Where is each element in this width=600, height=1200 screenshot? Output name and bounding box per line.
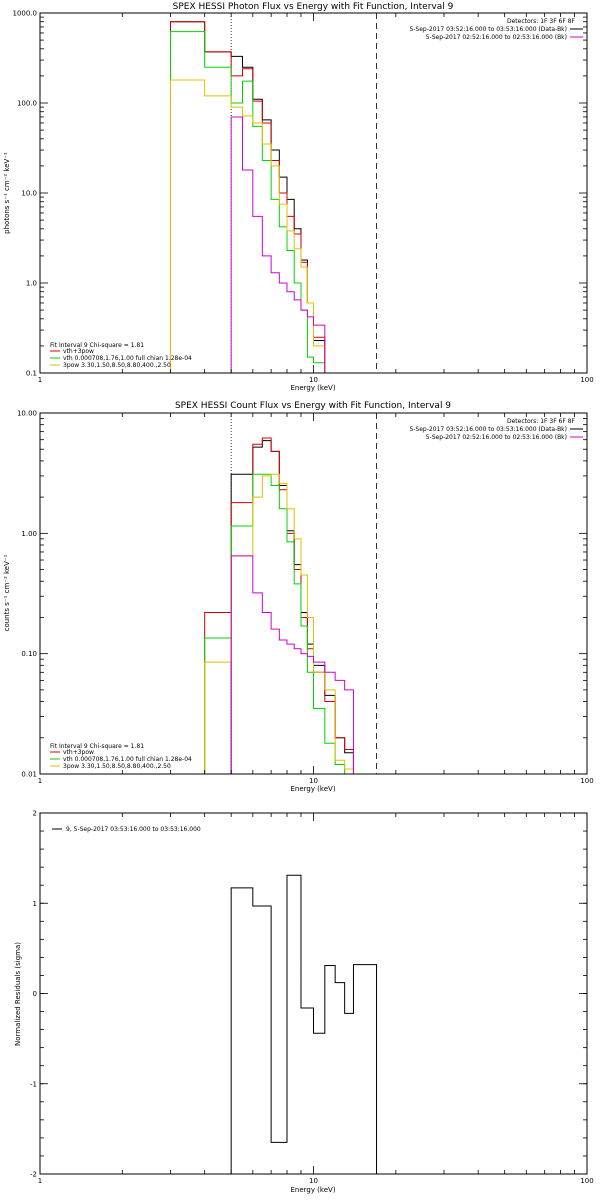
y-tick-label: 0: [33, 990, 37, 998]
series-fit-sum: [169, 21, 326, 373]
y-tick-label: -1: [30, 1080, 37, 1088]
y-tick-label: 10.0: [21, 190, 37, 198]
histogram-series: [230, 874, 378, 1174]
legend-entry-vth: vth 0.000708,1.76,1.00 full chian 1.28e-…: [50, 355, 192, 362]
y-axis-ticks: 0.01 0.10 1.00 10.00: [17, 410, 587, 779]
x-tick-label: 10: [309, 777, 318, 785]
y-axis-label: photons s⁻¹ cm⁻² keV⁻¹: [3, 152, 11, 234]
series-background: [230, 116, 326, 373]
detectors-label: Detectors: 1F 3F 6F 8F: [507, 418, 576, 425]
x-axis-label: Energy (keV): [290, 1186, 335, 1194]
series-total: [169, 21, 326, 373]
x-tick-label: 100: [580, 376, 593, 384]
legend-entry-fit-sum: vth+3pow: [50, 348, 94, 355]
series-bpow: [204, 473, 354, 774]
photon-flux-chart: SPEX HESSI Photon Flux vs Energy with Fi…: [3, 2, 594, 392]
y-axis-ticks: 0.1 1.0 10.0 100.0 1000.0: [13, 10, 587, 378]
chart-title: SPEX HESSI Photon Flux vs Energy with Fi…: [173, 2, 454, 12]
series-vth: [204, 473, 346, 774]
x-axis-ticks: 1 10 100: [38, 13, 594, 384]
series-bpow: [169, 79, 326, 373]
y-tick-label: 1.00: [21, 530, 37, 538]
count-flux-chart: SPEX HESSI Count Flux vs Energy with Fit…: [3, 401, 594, 793]
y-tick-label: 2: [33, 810, 37, 818]
legend-text-vth: vth 0.000708,1.76,1.00 full chian 1.28e-…: [63, 355, 192, 362]
x-tick-label: 1: [38, 1177, 42, 1185]
axes-frame: [39, 812, 588, 1175]
legend-text-3pow: 3pow 3.30,1.50,8.50,8.80,400.,2.50: [63, 763, 171, 770]
legend-text-data-bk: 5-Sep-2017 03:52:16.000 to 03:53:16.000 …: [409, 426, 567, 433]
legend-entry-data-bk: 5-Sep-2017 03:52:16.000 to 03:53:16.000 …: [409, 26, 583, 33]
x-axis-ticks: 1 10 100: [38, 413, 594, 785]
x-axis-ticks: 1 10 100: [38, 813, 594, 1185]
series-vth: [169, 31, 326, 373]
histogram-series: [169, 21, 326, 373]
legend-text-data-bk: 5-Sep-2017 03:52:16.000 to 03:53:16.000 …: [409, 26, 567, 33]
y-tick-label: 100.0: [17, 100, 37, 108]
legend-text-bk: 5-Sep-2017 02:52:16.000 to 02:53:16.000 …: [426, 434, 567, 441]
legend-text-3pow: 3pow 3.30,1.50,8.50,8.80,400.,2.50: [63, 362, 171, 369]
legend: Detectors: 1F 3F 6F 8F 5-Sep-2017 03:52:…: [50, 418, 583, 770]
x-tick-label: 100: [580, 777, 593, 785]
legend-text-fit-sum: vth+3pow: [63, 749, 94, 756]
y-tick-label: 10.00: [17, 410, 37, 418]
y-tick-label: 0.1: [26, 370, 37, 378]
histogram-series: [204, 437, 354, 774]
x-tick-label: 10: [309, 376, 318, 384]
legend-entry-bk: 5-Sep-2017 02:52:16.000 to 02:53:16.000 …: [426, 434, 583, 441]
legend-text-bk: 5-Sep-2017 02:52:16.000 to 02:53:16.000 …: [426, 34, 567, 41]
legend: 9, 5-Sep-2017 03:53:16.000 to 03:53:16.0…: [52, 826, 201, 833]
x-axis-label: Energy (keV): [290, 785, 335, 793]
legend-entry-residuals: 9, 5-Sep-2017 03:53:16.000 to 03:53:16.0…: [52, 826, 201, 833]
legend-text-fit-sum: vth+3pow: [63, 348, 94, 355]
legend-entry-data-bk: 5-Sep-2017 03:52:16.000 to 03:53:16.000 …: [409, 426, 583, 433]
plot-area: 1 10 100 -2 -1 0 1 2 9, 5-Sep-2017 03:53:16.00…: [30, 810, 594, 1186]
legend-text-residuals: 9, 5-Sep-2017 03:53:16.000 to 03:53:16.0…: [66, 826, 201, 833]
y-tick-label: 0.01: [21, 771, 37, 779]
y-axis-label: counts s⁻¹ cm⁻² keV⁻¹: [3, 554, 11, 631]
fit-interval-label: Fit Interval 9 Chi-square = 1.81: [50, 743, 144, 750]
residuals-chart: 1 10 100 -2 -1 0 1 2 9, 5-Sep-2017 03:53:16.00…: [14, 810, 594, 1195]
x-tick-label: 1: [38, 376, 42, 384]
plot-area: 1 10 100 0.1 1.0 10.0 100.0 1000.0 Detectors: …: [13, 10, 594, 385]
legend: Detectors: 1F 3F 6F 8F 5-Sep-2017 03:52:…: [50, 18, 583, 369]
y-tick-label: 1: [33, 900, 37, 908]
y-axis-label: Normalized Residuals (sigma): [14, 942, 22, 1046]
legend-entry-3pow: 3pow 3.30,1.50,8.50,8.80,400.,2.50: [50, 763, 171, 770]
y-tick-label: 1.0: [26, 280, 37, 288]
legend-text-vth: vth 0.000708,1.76,1.00 full chian 1.28e-…: [63, 756, 192, 763]
y-tick-label: 1000.0: [13, 10, 38, 18]
legend-entry-vth: vth 0.000708,1.76,1.00 full chian 1.28e-…: [50, 756, 192, 763]
y-axis-ticks: -2 -1 0 1 2: [30, 810, 587, 1179]
chart-title: SPEX HESSI Count Flux vs Energy with Fit…: [175, 401, 451, 411]
fit-interval-label: Fit Interval 9 Chi-square = 1.81: [50, 342, 144, 349]
detectors-label: Detectors: 1F 3F 6F 8F: [507, 18, 576, 25]
series-background: [230, 555, 354, 774]
legend-entry-bk: 5-Sep-2017 02:52:16.000 to 02:53:16.000 …: [426, 34, 583, 41]
legend-entry-fit-sum: vth+3pow: [50, 749, 94, 756]
x-tick-label: 1: [38, 777, 42, 785]
x-tick-label: 100: [580, 1177, 593, 1185]
x-axis-label: Energy (keV): [290, 384, 335, 392]
axes-frame: [39, 412, 588, 775]
plot-area: 1 10 100 0.01 0.10 1.00 10.00 Detectors: 1F 3…: [17, 410, 594, 786]
series-total: [230, 874, 378, 1174]
y-tick-label: 0.10: [21, 650, 37, 658]
legend-entry-3pow: 3pow 3.30,1.50,8.50,8.80,400.,2.50: [50, 362, 171, 369]
y-tick-label: -2: [30, 1171, 37, 1179]
x-tick-label: 10: [309, 1177, 318, 1185]
